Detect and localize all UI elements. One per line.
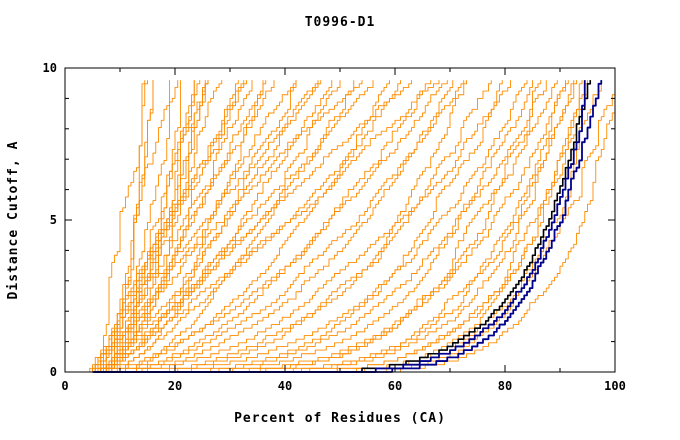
x-axis-label: Percent of Residues (CA) xyxy=(234,411,446,426)
x-tick-label: 0 xyxy=(61,379,68,393)
prediction-curve xyxy=(106,80,432,373)
prediction-curve xyxy=(103,80,588,373)
prediction-curve xyxy=(106,80,209,373)
navy-model-group xyxy=(92,80,603,373)
prediction-curve xyxy=(98,80,577,373)
prediction-curve xyxy=(89,80,440,373)
y-tick-label: 5 xyxy=(50,213,57,227)
prediction-curve xyxy=(103,80,566,373)
prediction-curve xyxy=(92,80,454,373)
navy-model-curve xyxy=(92,80,586,373)
y-tick-label: 0 xyxy=(50,365,57,379)
prediction-curve xyxy=(89,80,575,373)
navy-model-curve xyxy=(95,80,603,373)
prediction-curve xyxy=(95,80,448,373)
prediction-curve xyxy=(92,80,533,373)
x-tick-label: 40 xyxy=(278,379,292,393)
prediction-curve xyxy=(103,80,264,373)
prediction-curve xyxy=(97,80,319,372)
prediction-curve xyxy=(98,80,374,373)
prediction-curve xyxy=(89,80,363,372)
prediction-curve xyxy=(89,80,267,373)
prediction-curve xyxy=(95,80,297,373)
plot-title: T0996-D1 xyxy=(304,15,376,30)
axes: 0 20 40 60 80 100 0 5 10 xyxy=(43,61,626,393)
prediction-curve xyxy=(106,80,558,373)
x-tick-label: 20 xyxy=(168,379,182,393)
x-tick-label: 100 xyxy=(604,379,626,393)
prediction-curve xyxy=(89,80,511,373)
prediction-group xyxy=(89,80,616,373)
prediction-curve xyxy=(98,80,467,373)
prediction-curve xyxy=(92,80,616,373)
prediction-curve xyxy=(95,80,528,373)
prediction-curve xyxy=(106,80,503,373)
prediction-curve xyxy=(92,80,569,373)
y-axis-label: Distance Cutoff, A xyxy=(6,140,21,300)
prediction-curve xyxy=(106,80,341,373)
prediction-curve xyxy=(103,80,412,373)
x-tick-label: 60 xyxy=(388,379,402,393)
prediction-curve xyxy=(100,80,401,373)
prediction-curve xyxy=(103,80,492,373)
prediction-curve xyxy=(106,80,275,373)
prediction-curve xyxy=(100,80,547,373)
x-tick-label: 80 xyxy=(498,379,512,393)
prediction-curve xyxy=(100,80,465,373)
y-tick-label: 10 xyxy=(43,61,57,75)
prediction-curve xyxy=(95,80,583,373)
